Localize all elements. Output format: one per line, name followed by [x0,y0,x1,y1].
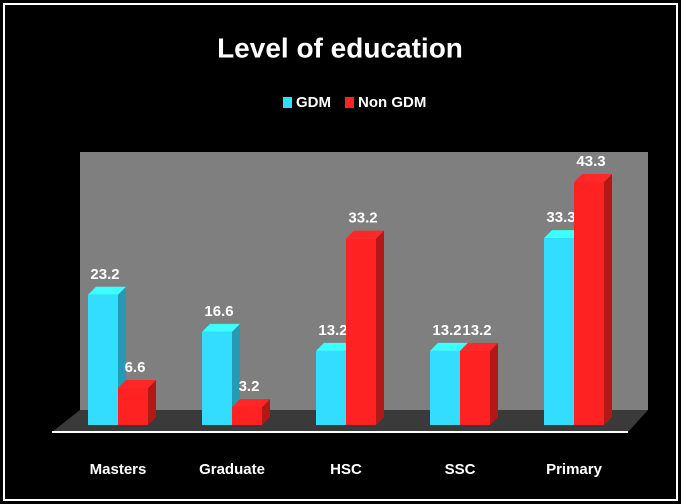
bar [202,323,240,425]
data-label: 33.2 [348,210,377,227]
bar-front [460,350,490,425]
bar-front [574,182,604,425]
data-label: 16.6 [204,303,233,320]
bar-top [544,230,582,239]
x-tick-label: Masters [90,461,147,478]
bar-front [118,387,148,425]
bar-top [118,379,156,388]
bar-front [202,331,232,425]
x-tick-label: Graduate [199,461,265,478]
bar [460,342,498,425]
data-label: 23.2 [90,266,119,283]
bar-side [604,174,612,425]
bar-front [430,350,460,425]
x-tick-label: HSC [330,461,362,478]
bar-top [232,399,270,408]
data-label: 43.3 [576,153,605,170]
bar [232,399,270,425]
legend-label: GDM [296,94,331,111]
bar-side [148,379,156,425]
legend-swatch [283,97,292,108]
chart-title: Level of education [217,32,463,63]
bar-top [88,286,126,295]
data-label: 13.2 [318,322,347,339]
data-label: 6.6 [125,359,146,376]
bar-front [544,238,574,425]
data-label: 3.2 [239,378,260,395]
bar-front [316,350,346,425]
data-label: 13.2 [462,322,491,339]
bar-side [376,230,384,425]
bar-top [460,342,498,351]
bar [574,174,612,425]
bar-side [232,323,240,425]
x-tick-label: SSC [445,461,476,478]
bar-side [262,399,270,425]
legend-label: Non GDM [358,94,426,111]
bar-top [346,230,384,239]
bar-front [232,407,262,425]
x-tick-label: Primary [546,461,603,478]
bar-top [574,174,612,182]
data-label: 33.3 [546,209,575,226]
bar-front [88,294,118,425]
bar [118,379,156,425]
bar [346,230,384,425]
bar-top [430,342,468,351]
bar-top [316,342,354,351]
frame [3,3,678,501]
bar-side [490,342,498,425]
data-label: 13.2 [432,322,461,339]
legend-swatch [345,97,354,108]
bar-top [202,323,240,332]
bar-front [346,238,376,425]
